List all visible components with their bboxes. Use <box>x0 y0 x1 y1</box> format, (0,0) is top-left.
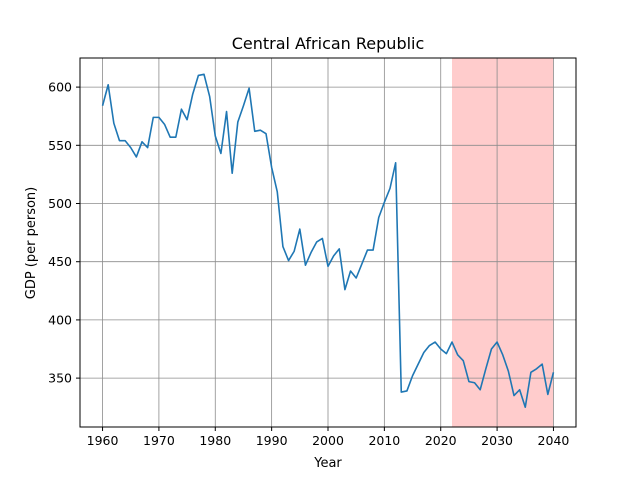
x-tick-label: 2040 <box>538 433 570 448</box>
grid-layer <box>80 58 576 427</box>
y-tick-label: 600 <box>48 80 72 95</box>
forecast-highlight-region <box>452 58 554 427</box>
y-tick-label: 350 <box>48 371 72 386</box>
x-tick-label: 2020 <box>425 433 457 448</box>
y-tick-label: 450 <box>48 254 72 269</box>
series-layer <box>101 73 555 409</box>
x-tick-label: 2030 <box>481 433 513 448</box>
chart-title: Central African Republic <box>232 34 425 53</box>
x-axis-label: Year <box>313 456 342 471</box>
x-tick-label: 2000 <box>312 433 344 448</box>
x-tick-label: 1970 <box>143 433 175 448</box>
x-axis-ticks: 1960 1970 1980 1990 2000 2010 2020 2030 2040 <box>87 427 570 448</box>
forecast-highlight-layer <box>452 58 554 427</box>
y-axis-ticks: 350 400 450 500 550 600 <box>48 80 80 386</box>
x-tick-label: 1990 <box>256 433 288 448</box>
x-tick-label: 2010 <box>368 433 400 448</box>
y-axis-label: GDP (per person) <box>24 187 39 300</box>
series-line <box>101 73 555 409</box>
x-tick-label: 1980 <box>199 433 231 448</box>
x-tick-label: 1960 <box>87 433 119 448</box>
y-tick-label: 500 <box>48 196 72 211</box>
y-tick-label: 550 <box>48 138 72 153</box>
y-tick-label: 400 <box>48 312 72 327</box>
